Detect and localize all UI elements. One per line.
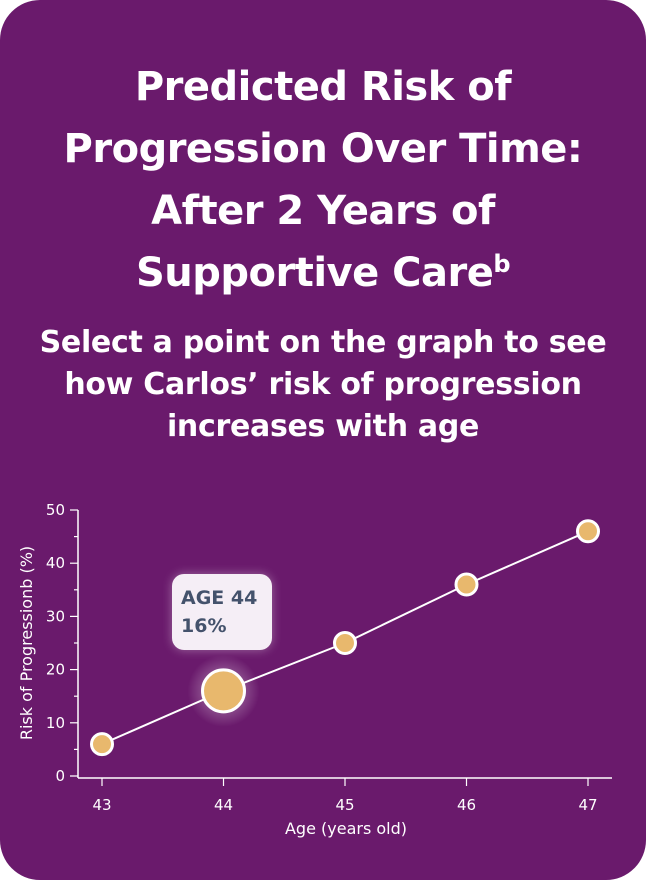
data-point[interactable]	[454, 572, 479, 597]
selected-data-point[interactable]	[201, 668, 246, 714]
y-tick-label: 40	[46, 554, 65, 572]
x-tick-label: 47	[578, 796, 597, 814]
x-axis-title: Age (years old)	[285, 819, 407, 838]
x-tick-label: 43	[92, 796, 111, 814]
y-axis-title: Risk of Progressionb (%)	[17, 546, 36, 740]
tooltip-value: 16%	[181, 615, 227, 637]
tooltip-age: AGE 44	[181, 587, 258, 609]
x-tick-label: 44	[214, 796, 233, 814]
y-tick-label: 30	[46, 607, 65, 625]
x-tick-label: 45	[335, 796, 354, 814]
x-tick-label: 46	[457, 796, 476, 814]
selected-point-tooltip: AGE 44 16%	[172, 574, 272, 650]
data-point[interactable]	[333, 631, 357, 655]
y-tick-label: 50	[46, 501, 65, 519]
y-tick-label: 10	[46, 714, 65, 732]
chart-title: Predicted Risk of Progression Over Time:…	[40, 56, 606, 304]
chart-title-text: Predicted Risk of Progression Over Time:…	[63, 64, 583, 296]
y-tick-label: 0	[55, 767, 65, 785]
data-point[interactable]	[576, 519, 600, 544]
data-point[interactable]	[90, 732, 114, 757]
title-superscript: b	[493, 250, 511, 278]
y-tick-label: 20	[46, 661, 65, 679]
chart-instructions: Select a point on the graph to see how C…	[39, 325, 607, 444]
